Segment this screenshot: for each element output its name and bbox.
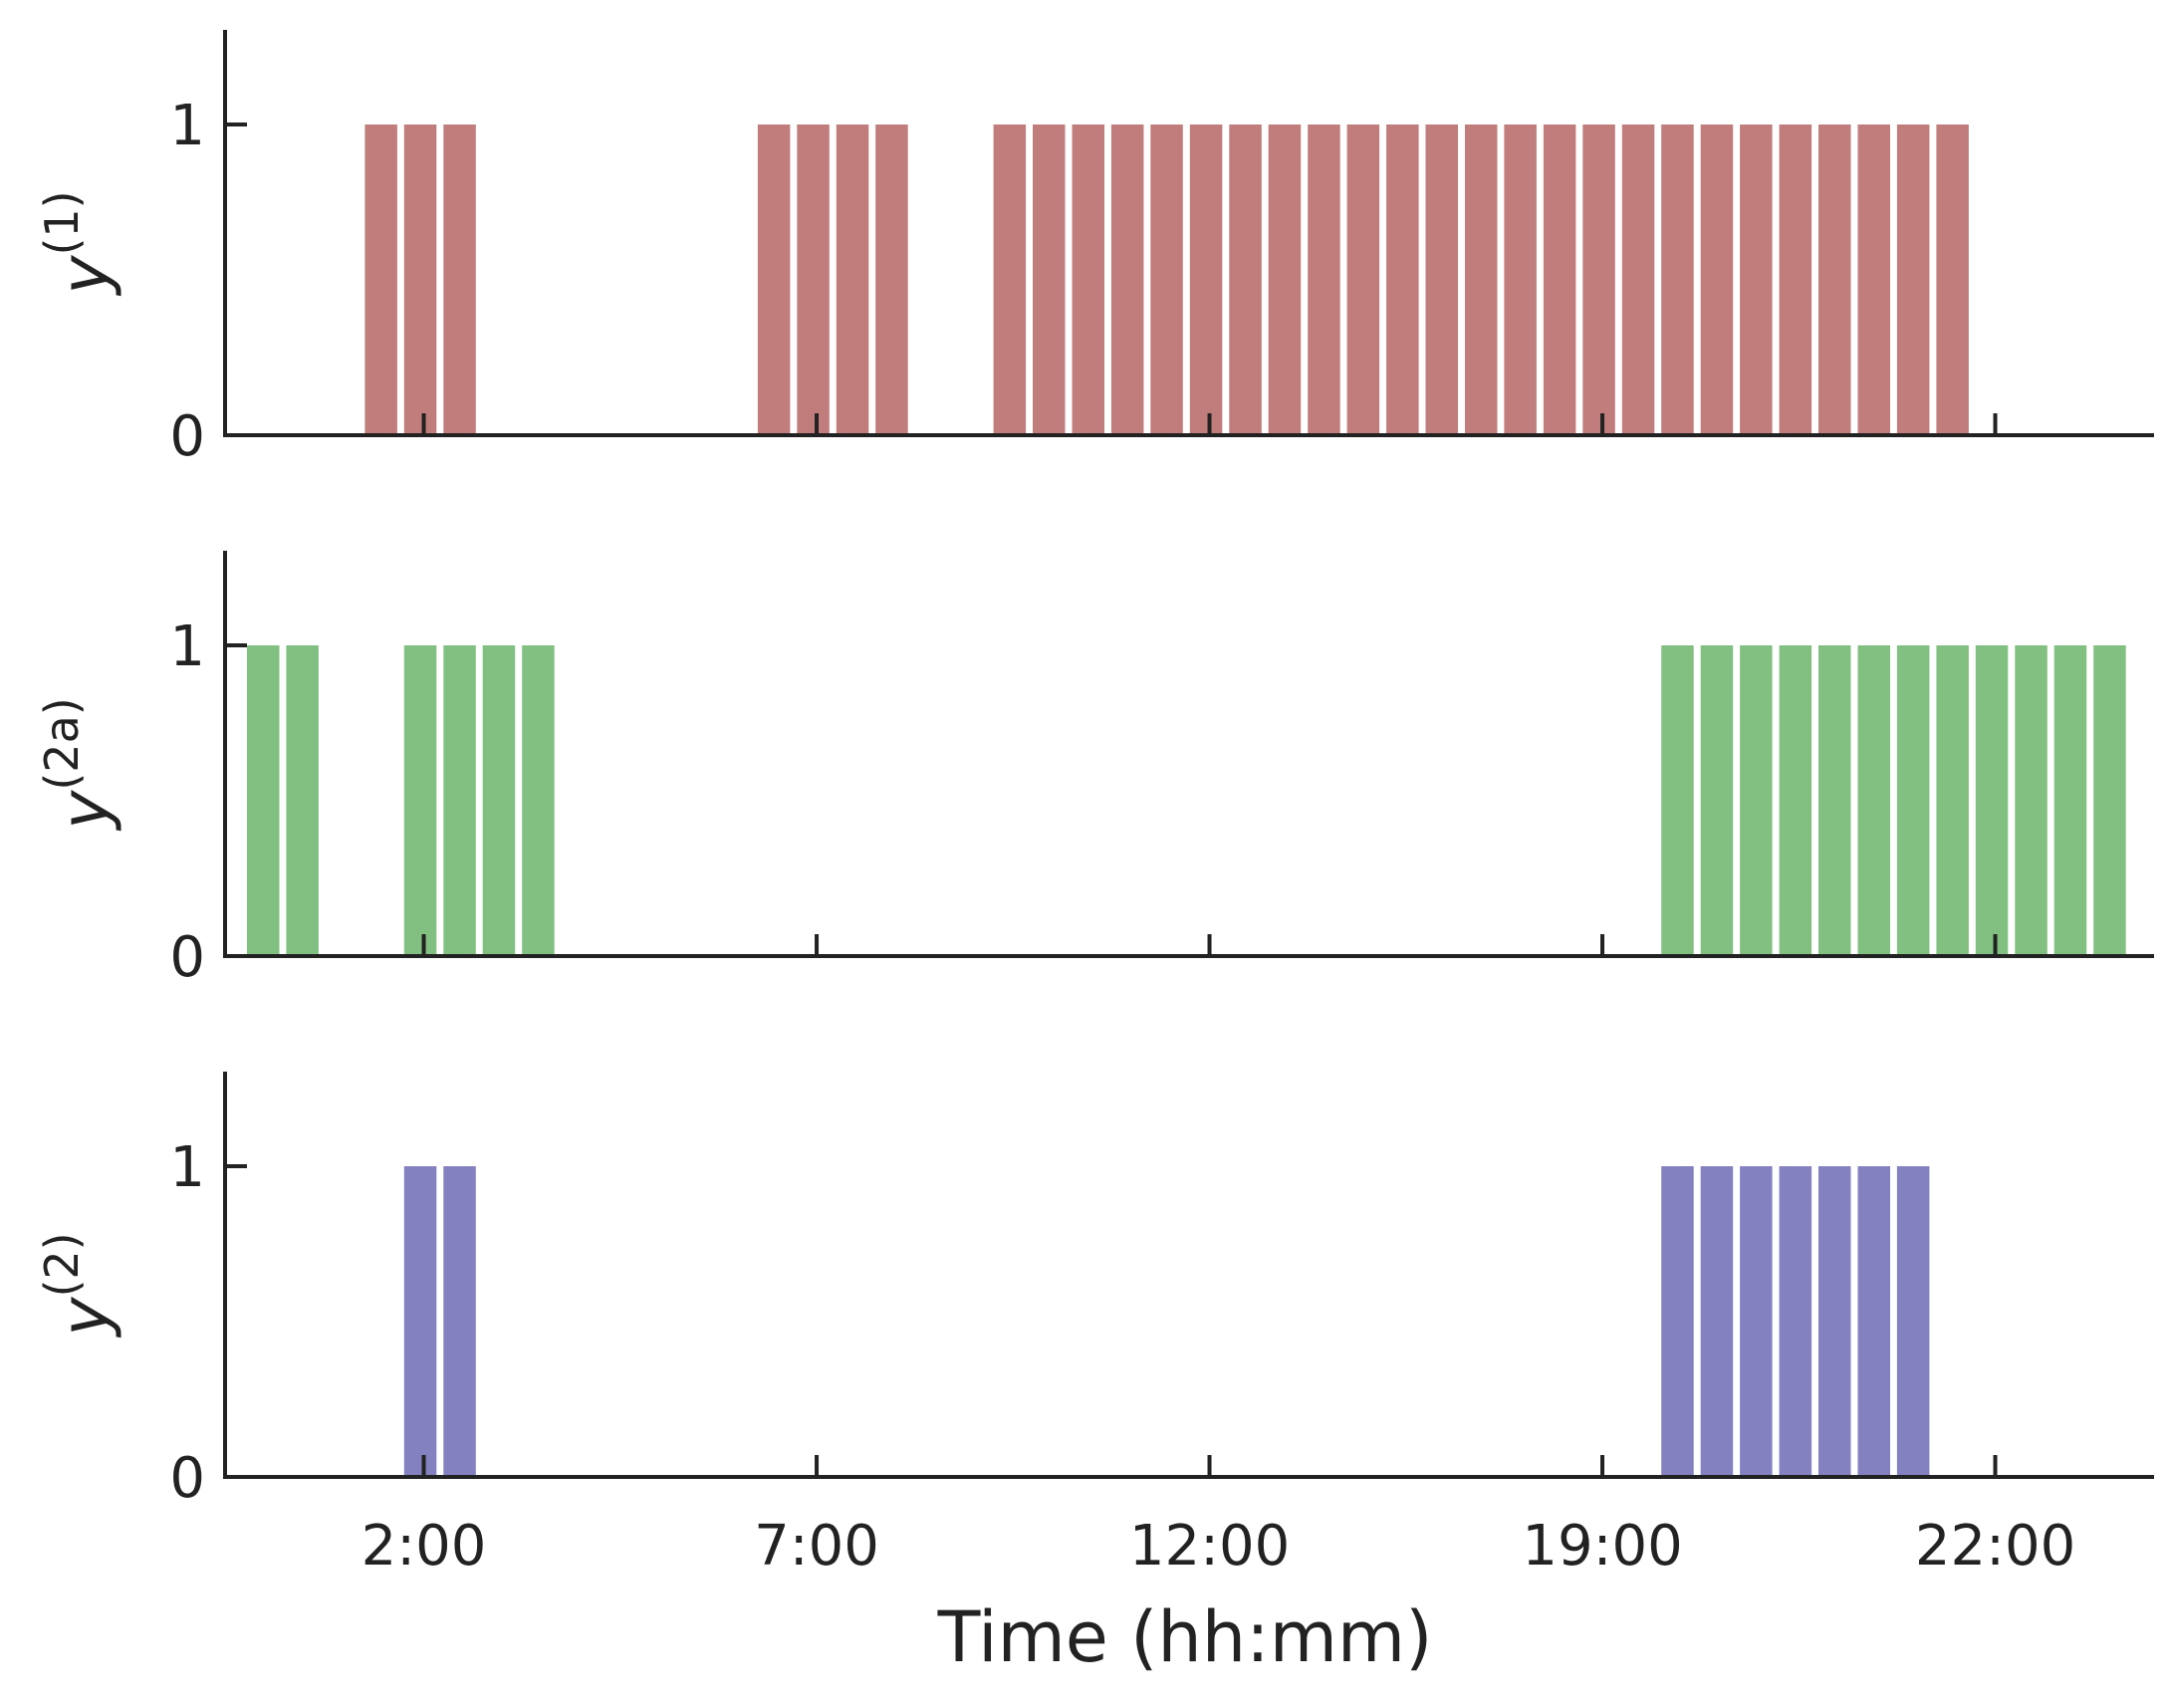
x-axis-title: Time (hh:mm) (937, 1596, 1433, 1678)
y-tick-label-1: 1 (169, 614, 205, 679)
bar-y2a-slot-4 (403, 645, 437, 956)
panel-y1: 0 1 y(1) (35, 30, 2154, 469)
bar-y1-slot-5 (443, 124, 476, 435)
bar-y2-slot-38 (1740, 1166, 1773, 1477)
bar-y2a-slot-42 (1896, 645, 1930, 956)
bar-y1-slot-39 (1779, 124, 1812, 435)
bar-y2-slot-36 (1661, 1166, 1694, 1477)
bar-y1-slot-30 (1425, 124, 1458, 435)
bar-y1-slot-20 (1033, 124, 1066, 435)
panel-y2a: 0 1 y(2a) (35, 551, 2154, 990)
y-axis-title-y2: y(2) (35, 1232, 123, 1338)
bar-y2a-slot-6 (482, 645, 516, 956)
bar-y2a-slot-7 (522, 645, 555, 956)
y-axis-title-superscript: (2) (35, 1232, 89, 1297)
bar-y1-slot-14 (797, 124, 830, 435)
y-tick-label-0: 0 (169, 925, 205, 990)
bar-y2a-slot-43 (1936, 645, 1969, 956)
bar-y1-slot-24 (1189, 124, 1223, 435)
bar-y1-slot-41 (1857, 124, 1890, 435)
bar-y1-slot-22 (1110, 124, 1144, 435)
bar-y2a-slot-0 (247, 645, 280, 956)
bar-y2-slot-5 (443, 1166, 476, 1477)
bar-y1-slot-26 (1268, 124, 1302, 435)
bar-y1-slot-31 (1465, 124, 1498, 435)
bar-y2-slot-37 (1700, 1166, 1734, 1477)
bar-y2a-slot-41 (1857, 645, 1890, 956)
y-axis-title-y2a: y(2a) (35, 697, 123, 831)
bar-y1-slot-38 (1740, 124, 1773, 435)
bar-y1-slot-21 (1072, 124, 1104, 435)
y-tick-label-0: 0 (169, 404, 205, 469)
y-axis-title-y1: y(1) (35, 190, 123, 296)
y-axis-title-base: y (47, 790, 123, 832)
bar-y1-slot-28 (1346, 124, 1380, 435)
bar-y1-slot-25 (1229, 124, 1262, 435)
bar-y1-slot-15 (836, 124, 869, 435)
y-tick-label-1: 1 (169, 94, 205, 158)
bar-y1-slot-36 (1661, 124, 1694, 435)
y-tick-label-1: 1 (169, 1135, 205, 1200)
y-axis-title-base: y (47, 255, 123, 297)
bar-y1-slot-33 (1543, 124, 1576, 435)
bar-y1-slot-27 (1308, 124, 1340, 435)
bar-y2a-slot-46 (2053, 645, 2087, 956)
bar-y1-slot-13 (757, 124, 791, 435)
bar-y1-slot-23 (1150, 124, 1183, 435)
bar-y2a-slot-47 (2093, 645, 2126, 956)
bar-y2-slot-4 (403, 1166, 437, 1477)
bar-y2a-slot-44 (1975, 645, 2009, 956)
y-axis-title-base: y (47, 1297, 123, 1339)
bar-y2-slot-41 (1857, 1166, 1890, 1477)
bar-y2a-slot-38 (1740, 645, 1773, 956)
bar-y1-slot-29 (1386, 124, 1419, 435)
bar-y1-slot-16 (875, 124, 908, 435)
x-tick-label-4: 22:00 (1915, 1514, 2075, 1579)
bar-y1-slot-37 (1700, 124, 1734, 435)
x-tick-label-3: 19:00 (1522, 1514, 1682, 1579)
panel-y2: 012:00 7:00 12:00 19:00 22:00y(2) (35, 1072, 2154, 1579)
bar-y1-slot-43 (1936, 124, 1969, 435)
bar-y2-slot-40 (1818, 1166, 1851, 1477)
y-axis-title-superscript: (2a) (35, 697, 89, 790)
bar-y2a-slot-1 (286, 645, 319, 956)
y-tick-label-0: 0 (169, 1446, 205, 1511)
bar-y2a-slot-37 (1700, 645, 1734, 956)
bar-y1-slot-42 (1896, 124, 1930, 435)
bar-y2-slot-42 (1896, 1166, 1930, 1477)
bar-y2a-slot-39 (1779, 645, 1812, 956)
bar-y2a-slot-40 (1818, 645, 1851, 956)
bar-y2a-slot-5 (443, 645, 476, 956)
bar-y2a-slot-36 (1661, 645, 1694, 956)
bar-y2-slot-39 (1779, 1166, 1812, 1477)
bar-y1-slot-19 (993, 124, 1027, 435)
bar-y1-slot-34 (1582, 124, 1615, 435)
x-tick-label-1: 7:00 (754, 1514, 879, 1579)
plots-layer: 01y(1)01y(2a)012:00 7:00 12:00 19:00 22:00y(… (35, 30, 2154, 1579)
bar-y1-slot-4 (403, 124, 437, 435)
y-axis-title-superscript: (1) (35, 190, 89, 255)
bar-y1-slot-32 (1504, 124, 1537, 435)
bar-y2a-slot-45 (2015, 645, 2048, 956)
bar-y1-slot-35 (1621, 124, 1655, 435)
x-tick-label-2: 12:00 (1129, 1514, 1290, 1579)
bar-y1-slot-40 (1818, 124, 1851, 435)
bar-y1-slot-3 (364, 124, 397, 435)
x-tick-label-0: 2:00 (362, 1514, 487, 1579)
